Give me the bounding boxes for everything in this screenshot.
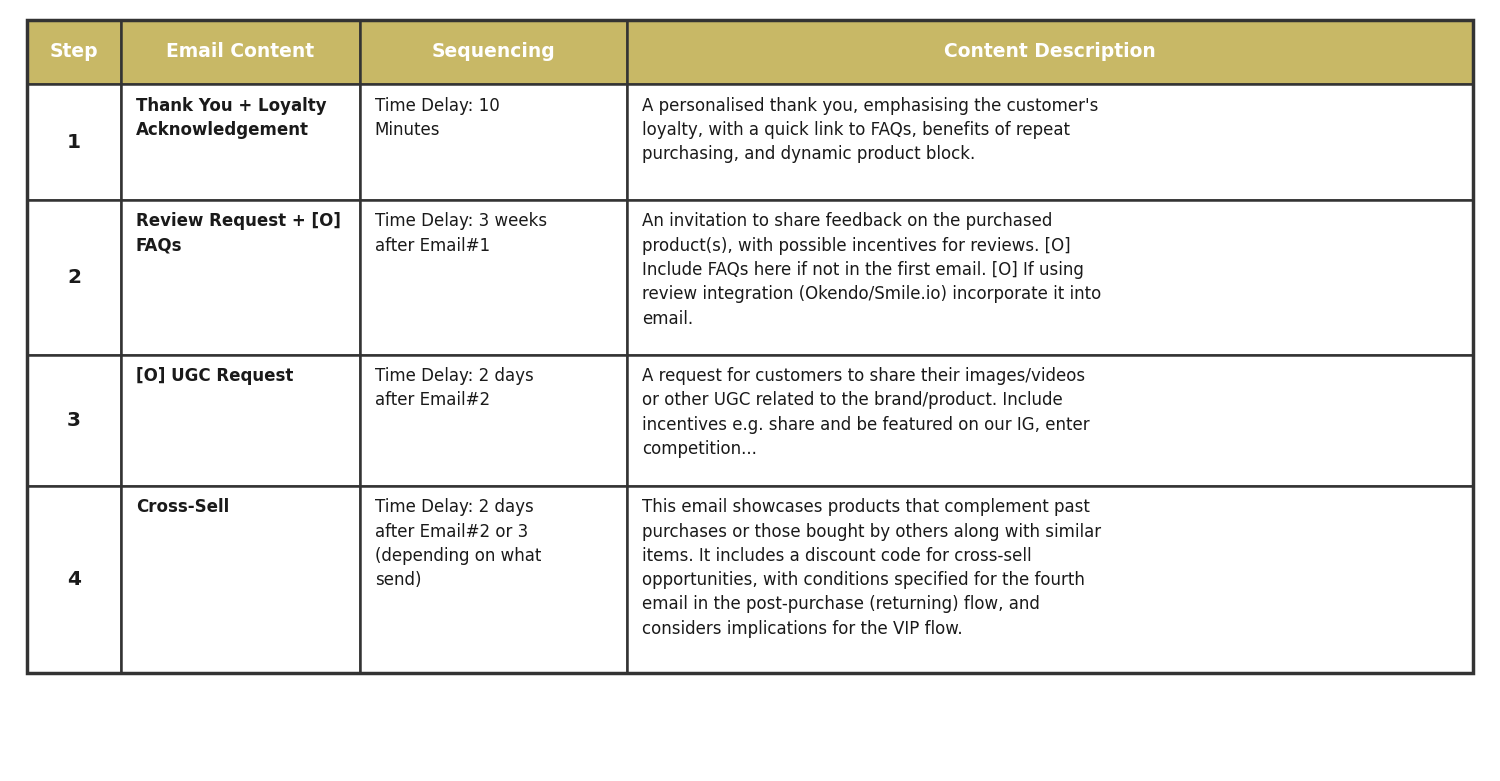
Text: Time Delay: 2 days
after Email#2: Time Delay: 2 days after Email#2 bbox=[375, 367, 534, 409]
Text: Review Request + [O]
FAQs: Review Request + [O] FAQs bbox=[136, 212, 340, 255]
Bar bbox=[122, 20, 360, 84]
Bar bbox=[122, 200, 360, 355]
Bar bbox=[122, 84, 360, 200]
Bar bbox=[122, 355, 360, 486]
Bar bbox=[627, 355, 1473, 486]
Bar bbox=[627, 486, 1473, 673]
Bar bbox=[360, 20, 627, 84]
Text: Time Delay: 3 weeks
after Email#1: Time Delay: 3 weeks after Email#1 bbox=[375, 212, 546, 255]
Bar bbox=[122, 486, 360, 673]
Text: Cross-Sell: Cross-Sell bbox=[136, 498, 230, 516]
Text: [O] UGC Request: [O] UGC Request bbox=[136, 367, 294, 385]
Text: An invitation to share feedback on the purchased
product(s), with possible incen: An invitation to share feedback on the p… bbox=[642, 212, 1101, 328]
Bar bbox=[27, 200, 122, 355]
Bar bbox=[627, 200, 1473, 355]
Text: Step: Step bbox=[50, 42, 99, 62]
Bar bbox=[27, 355, 122, 486]
Bar bbox=[27, 20, 1473, 673]
Text: Thank You + Loyalty
Acknowledgement: Thank You + Loyalty Acknowledgement bbox=[136, 97, 327, 139]
Bar bbox=[360, 355, 627, 486]
Bar bbox=[360, 200, 627, 355]
Text: A request for customers to share their images/videos
or other UGC related to the: A request for customers to share their i… bbox=[642, 367, 1089, 458]
Text: 1: 1 bbox=[68, 133, 81, 152]
Bar bbox=[27, 20, 122, 84]
Text: Email Content: Email Content bbox=[166, 42, 315, 62]
Text: Time Delay: 2 days
after Email#2 or 3
(depending on what
send): Time Delay: 2 days after Email#2 or 3 (d… bbox=[375, 498, 542, 589]
Text: 2: 2 bbox=[68, 268, 81, 287]
Text: A personalised thank you, emphasising the customer's
loyalty, with a quick link : A personalised thank you, emphasising th… bbox=[642, 97, 1098, 163]
Bar bbox=[27, 84, 122, 200]
Text: Time Delay: 10
Minutes: Time Delay: 10 Minutes bbox=[375, 97, 500, 139]
Bar bbox=[360, 486, 627, 673]
Text: This email showcases products that complement past
purchases or those bought by : This email showcases products that compl… bbox=[642, 498, 1101, 638]
Text: Sequencing: Sequencing bbox=[432, 42, 555, 62]
Text: 3: 3 bbox=[68, 411, 81, 430]
Bar bbox=[27, 486, 122, 673]
Text: 4: 4 bbox=[68, 570, 81, 589]
Text: Content Description: Content Description bbox=[944, 42, 1156, 62]
Bar bbox=[627, 20, 1473, 84]
Bar bbox=[360, 84, 627, 200]
Bar bbox=[627, 84, 1473, 200]
